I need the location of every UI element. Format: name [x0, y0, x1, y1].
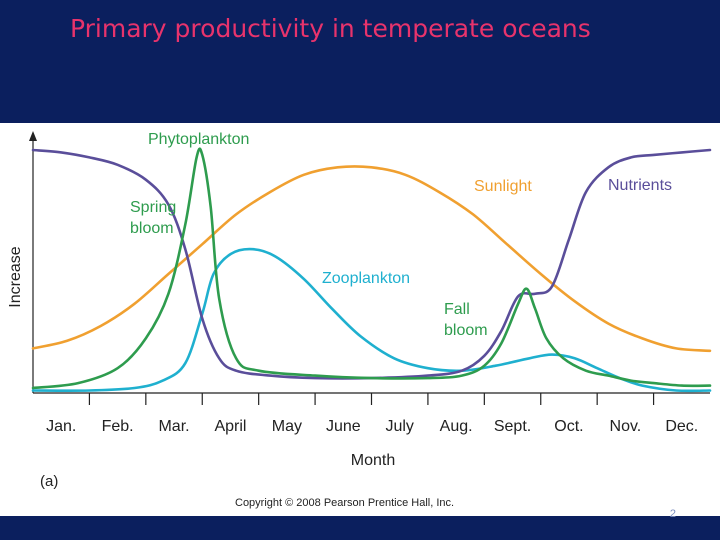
- x-axis-label: Month: [351, 452, 395, 469]
- productivity-chart: Jan. Feb. Mar. April May June July Aug. Sept. Oct…: [7, 131, 712, 490]
- annotation-nutrients: Nutrients: [608, 177, 672, 194]
- x-tick-label: Oct.: [554, 418, 583, 435]
- x-tick-labels: Jan. Feb. Mar. April May June July Aug. Sept. Oct…: [46, 418, 698, 435]
- copyright-notice: Copyright © 2008 Pearson Prentice Hall, …: [235, 497, 455, 509]
- chart-figure: Jan. Feb. Mar. April May June July Aug. Sept. Oct…: [0, 123, 720, 516]
- annotation-phytoplankton: Phytoplankton: [148, 131, 249, 148]
- series-zooplankton-line: [31, 247, 712, 393]
- x-ticks: [88, 393, 655, 405]
- annotation-spring: Spring: [130, 199, 176, 216]
- x-tick-label: Sept.: [494, 418, 531, 435]
- x-tick-label: June: [326, 418, 361, 435]
- annotation-bloom: bloom: [130, 220, 174, 237]
- x-tick-label: Nov.: [610, 418, 642, 435]
- x-tick-label: Feb.: [102, 418, 134, 435]
- series-lines: [31, 147, 712, 393]
- series-nutrients-line: [31, 148, 712, 380]
- x-tick-label: April: [214, 418, 246, 435]
- slide-number: 2: [669, 508, 676, 520]
- slide-title: Primary productivity in temperate oceans: [70, 14, 591, 43]
- x-tick-label: May: [272, 418, 302, 435]
- x-tick-label: July: [385, 418, 413, 435]
- y-axis-label: Increase: [7, 246, 24, 307]
- x-tick-label: Mar.: [158, 418, 189, 435]
- panel-label: (a): [40, 473, 58, 490]
- annotation-zooplankton: Zooplankton: [322, 270, 410, 287]
- annotation-bloom: bloom: [444, 322, 488, 339]
- curve-annotations: Phytoplankton Sunlight Nutrients Spring bloo…: [130, 131, 672, 339]
- series-sunlight-line: [31, 165, 712, 353]
- annotation-sunlight: Sunlight: [474, 178, 532, 195]
- x-tick-label: Aug.: [440, 418, 473, 435]
- series-phytoplankton-line: [31, 147, 712, 390]
- annotation-fall: Fall: [444, 301, 470, 318]
- x-tick-label: Jan.: [46, 418, 76, 435]
- y-axis-arrowhead: [29, 131, 37, 141]
- x-tick-label: Dec.: [665, 418, 698, 435]
